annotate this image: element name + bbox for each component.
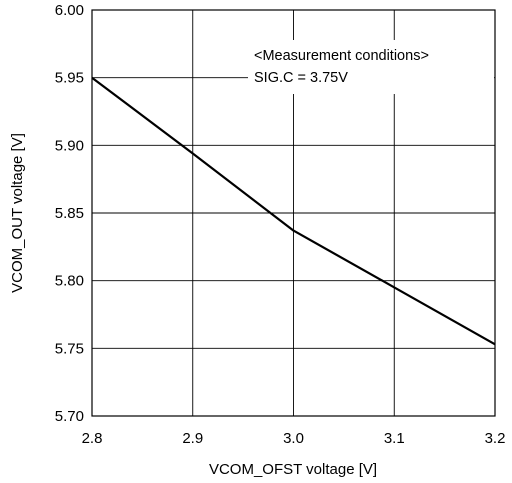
x-tick-label: 3.1 (384, 430, 405, 447)
y-tick-label: 5.90 (55, 137, 84, 154)
annotation-sigc-value: SIG.C = 3.75V (254, 70, 348, 86)
x-tick-label: 2.8 (82, 430, 103, 447)
x-tick-labels: 2.8 2.9 3.0 3.1 3.2 (82, 430, 506, 447)
y-tick-label: 5.85 (55, 205, 84, 222)
y-axis-label: VCOM_OUT voltage [V] (9, 133, 26, 293)
plot-frame (91, 9, 496, 417)
y-tick-labels: 5.70 5.75 5.80 5.85 5.90 5.95 6.00 (55, 2, 84, 425)
y-tick-label: 5.75 (55, 340, 84, 357)
x-tick-label: 3.2 (485, 430, 506, 447)
series-group (91, 76, 496, 346)
annotation-conditions-title: <Measurement conditions> (254, 48, 429, 64)
x-tick-label: 2.9 (182, 430, 203, 447)
y-tick-label: 6.00 (55, 2, 84, 19)
y-tick-label: 5.70 (55, 408, 84, 425)
annotation-background (248, 40, 494, 94)
x-tick-label: 3.0 (283, 430, 304, 447)
y-tick-label: 5.95 (55, 70, 84, 87)
series-line (91, 76, 496, 346)
y-tick-label: 5.80 (55, 273, 84, 290)
x-axis-label: VCOM_OFST voltage [V] (209, 461, 377, 478)
